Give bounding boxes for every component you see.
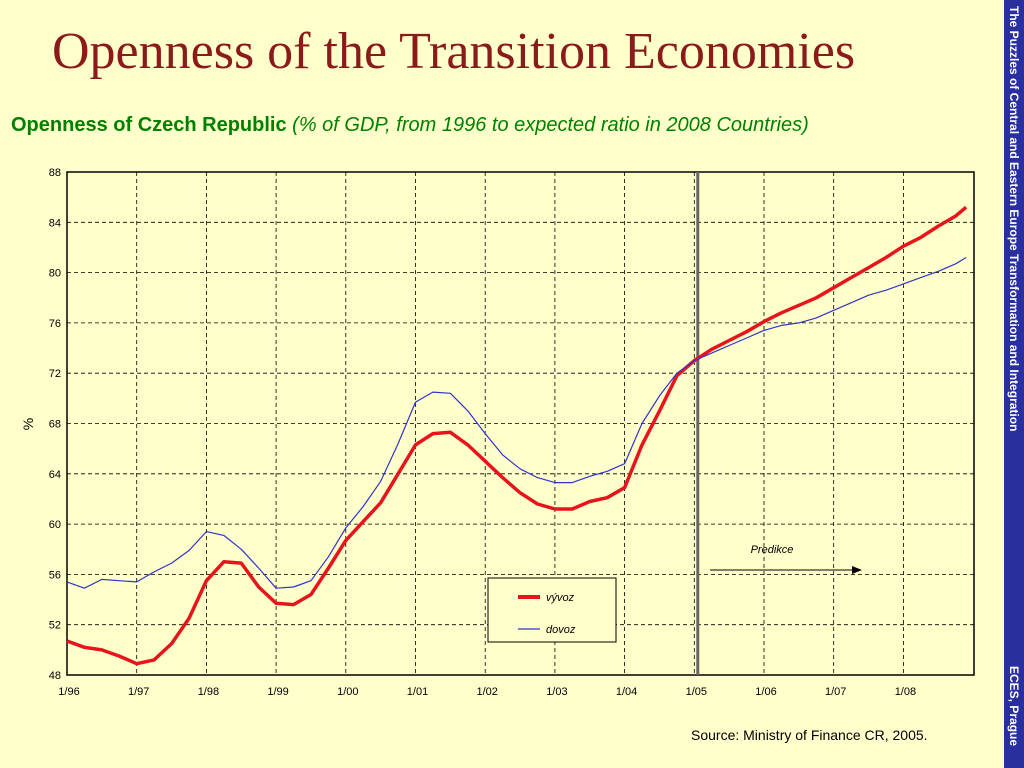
source-note: Source: Ministry of Finance CR, 2005. [691,727,928,743]
y-tick-label: 64 [49,469,61,481]
y-tick-labels: 48 52 56 60 64 68 72 76 80 84 88 [49,167,61,682]
side-bar [1004,0,1024,768]
legend-label-import: dovoz [546,624,576,636]
y-axis-label: % [20,418,36,430]
legend: vývoz dovoz [487,577,617,643]
x-tick-label: 1/05 [686,686,707,698]
legend-box [487,577,617,643]
chart-subtitle: Openness of Czech Republic (% of GDP, fr… [11,110,971,140]
series-line-import [66,256,967,589]
forecast-annotation: Predikce [710,544,862,574]
legend-label-export: vývoz [546,592,575,604]
side-bar-title: The Puzzles of Central and Eastern Europ… [1007,6,1021,432]
x-tick-label: 1/00 [337,686,358,698]
x-tick-label: 1/04 [616,686,637,698]
y-tick-label: 60 [49,519,61,531]
y-tick-label: 84 [49,217,61,229]
y-tick-label: 48 [49,670,61,682]
x-tick-label: 1/06 [755,686,776,698]
x-tick-label: 1/02 [476,686,497,698]
y-tick-label: 72 [49,368,61,380]
forecast-arrow-head [852,566,862,574]
x-tick-label: 1/01 [407,686,428,698]
x-tick-label: 1/07 [825,686,846,698]
y-tick-label: 88 [49,167,61,179]
x-tick-label: 1/98 [198,686,219,698]
x-tick-label: 1/03 [546,686,567,698]
y-tick-label: 68 [49,419,61,431]
y-tick-label: 52 [49,620,61,632]
subtitle-italic: (% of GDP, from 1996 to expected ratio i… [286,114,809,136]
y-tick-label: 76 [49,318,61,330]
x-tick-label: 1/99 [267,686,288,698]
x-tick-label: 1/08 [895,686,916,698]
y-tick-label: 56 [49,569,61,581]
forecast-label: Predikce [751,544,794,556]
series-line-export [66,205,968,666]
series-lines [66,205,968,666]
x-tick-labels: 1/96 1/97 1/98 1/99 1/00 1/01 1/02 1/03 1/04 1/05… [58,686,916,698]
x-tick-label: 1/97 [128,686,149,698]
side-bar-credit: ECES, Prague [1007,666,1021,747]
slide-title: Openness of the Transition Economies [52,23,856,80]
x-tick-label: 1/96 [58,686,79,698]
y-tick-label: 80 [49,268,61,280]
subtitle-bold: Openness of Czech Republic [11,114,287,136]
